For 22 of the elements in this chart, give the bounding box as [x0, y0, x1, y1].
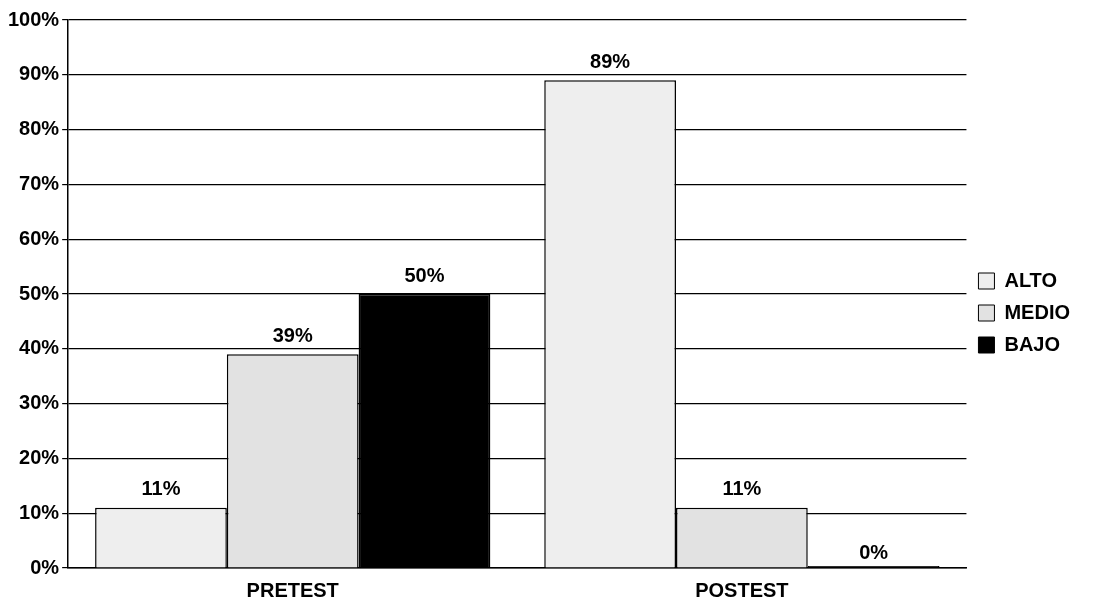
y-tick-label: 70%	[19, 171, 60, 194]
y-tick-label: 90%	[19, 62, 60, 85]
data-label: 50%	[404, 263, 445, 286]
legend-label: BAJO	[1004, 332, 1061, 355]
y-tick-label: 100%	[8, 7, 60, 30]
y-tick-label: 0%	[30, 555, 60, 578]
legend-label: ALTO	[1004, 268, 1058, 291]
y-tick-label: 50%	[19, 281, 60, 304]
data-label: 11%	[722, 477, 762, 500]
data-label: 39%	[272, 323, 313, 346]
y-tick-label: 30%	[19, 391, 60, 414]
legend-label: MEDIO	[1004, 300, 1071, 323]
x-tick-label: PRETEST	[246, 578, 339, 601]
y-tick-label: 80%	[19, 117, 60, 140]
data-label: 0%	[859, 540, 889, 563]
data-label: 11%	[141, 477, 181, 500]
x-tick-label: POSTEST	[695, 578, 789, 601]
y-tick-label: 20%	[19, 445, 60, 468]
y-tick-label: 60%	[19, 226, 60, 249]
y-tick-label: 10%	[19, 500, 60, 523]
y-tick-label: 40%	[19, 336, 60, 359]
data-label: 89%	[590, 49, 631, 72]
